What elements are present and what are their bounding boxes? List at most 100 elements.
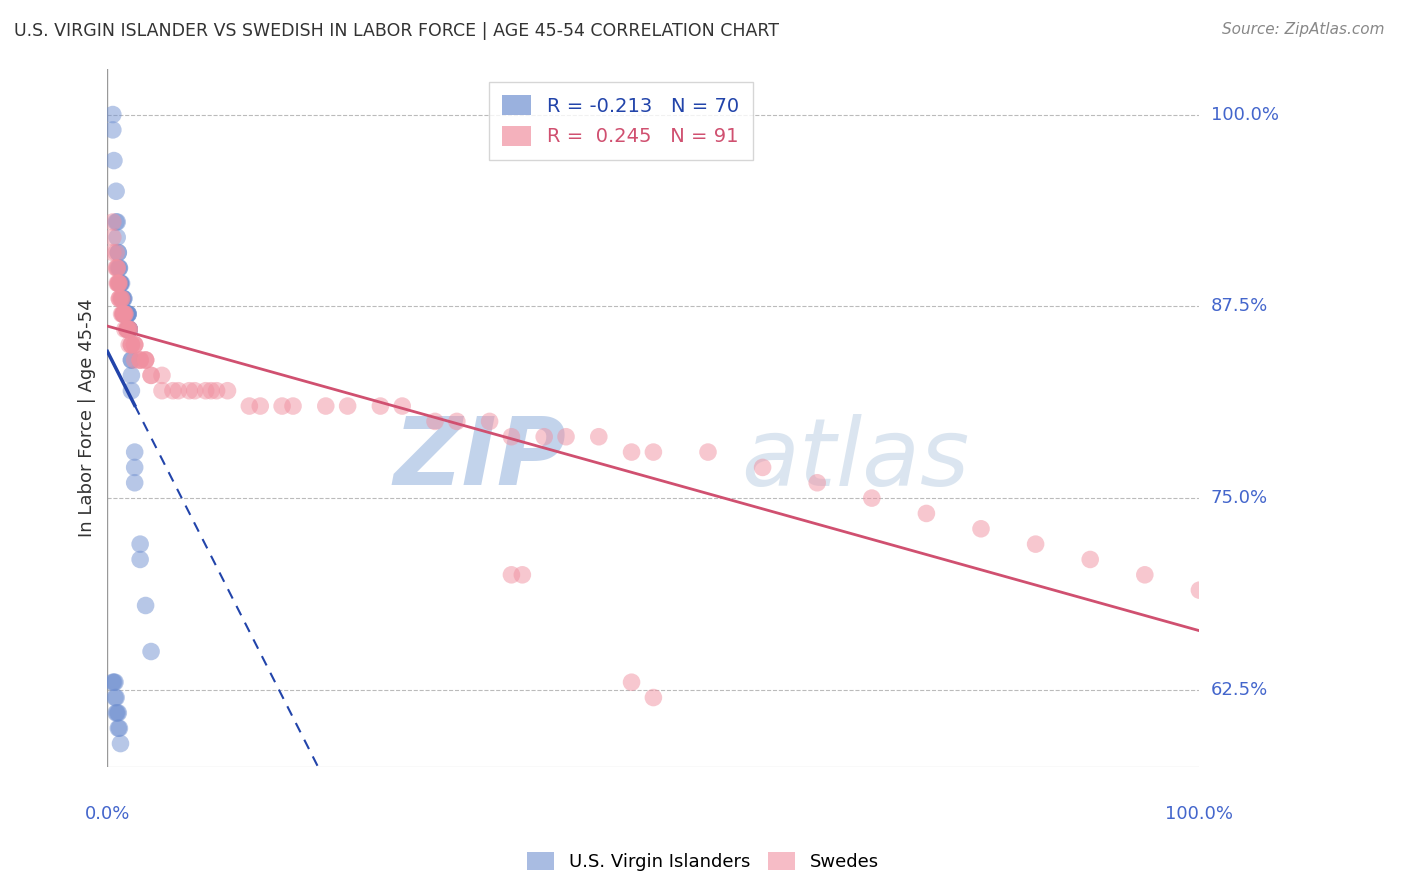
Point <box>281 399 304 413</box>
Point <box>129 552 152 566</box>
Point <box>120 337 142 351</box>
Point <box>135 353 157 368</box>
Point <box>120 353 142 368</box>
Point <box>115 307 138 321</box>
Point <box>120 337 142 351</box>
Point <box>115 322 138 336</box>
Point <box>205 384 228 398</box>
Point <box>915 507 938 521</box>
Point <box>115 322 138 336</box>
Point <box>129 537 152 551</box>
Point <box>118 322 141 336</box>
Point <box>110 277 132 291</box>
Point <box>112 307 135 321</box>
Point <box>115 307 138 321</box>
Text: atlas: atlas <box>741 414 969 505</box>
Point <box>124 475 146 490</box>
Point <box>423 414 446 428</box>
Point <box>139 368 162 383</box>
Point <box>107 277 129 291</box>
Point <box>105 260 128 275</box>
Point <box>124 337 146 351</box>
Point <box>110 307 132 321</box>
Point <box>108 260 131 275</box>
Text: Source: ZipAtlas.com: Source: ZipAtlas.com <box>1222 22 1385 37</box>
Point <box>391 399 413 413</box>
Point <box>112 307 135 321</box>
Point <box>512 567 534 582</box>
Point <box>117 307 139 321</box>
Point <box>970 522 993 536</box>
Point <box>101 123 124 137</box>
Point <box>108 721 131 735</box>
Point <box>107 706 129 720</box>
Point <box>115 307 138 321</box>
Point <box>112 292 135 306</box>
Point <box>115 307 138 321</box>
Text: 100.0%: 100.0% <box>1166 805 1233 823</box>
Point <box>111 307 134 321</box>
Point <box>217 384 239 398</box>
Point <box>194 384 217 398</box>
Point <box>115 307 138 321</box>
Point <box>104 690 127 705</box>
Point <box>104 675 127 690</box>
Text: 100.0%: 100.0% <box>1211 105 1278 124</box>
Point <box>620 675 643 690</box>
Point <box>120 337 142 351</box>
Point <box>101 675 124 690</box>
Point <box>370 399 392 413</box>
Point <box>336 399 359 413</box>
Point <box>120 384 142 398</box>
Point <box>501 430 523 444</box>
Point <box>643 690 665 705</box>
Point <box>105 260 128 275</box>
Point <box>108 292 131 306</box>
Point <box>101 107 124 121</box>
Point <box>124 337 146 351</box>
Point <box>588 430 610 444</box>
Point <box>105 184 128 198</box>
Point <box>1078 552 1101 566</box>
Point <box>643 445 665 459</box>
Point <box>501 567 523 582</box>
Point <box>478 414 501 428</box>
Point <box>110 277 132 291</box>
Point <box>108 260 131 275</box>
Point <box>446 414 468 428</box>
Point <box>150 384 173 398</box>
Point <box>105 230 128 244</box>
Point <box>118 322 141 336</box>
Text: 0.0%: 0.0% <box>84 805 131 823</box>
Point <box>101 230 124 244</box>
Point <box>806 475 828 490</box>
Point <box>139 368 162 383</box>
Point <box>105 706 128 720</box>
Point <box>124 460 146 475</box>
Point <box>315 399 337 413</box>
Point <box>118 322 141 336</box>
Point <box>117 307 139 321</box>
Point <box>114 307 136 321</box>
Point <box>150 368 173 383</box>
Text: U.S. VIRGIN ISLANDER VS SWEDISH IN LABOR FORCE | AGE 45-54 CORRELATION CHART: U.S. VIRGIN ISLANDER VS SWEDISH IN LABOR… <box>14 22 779 40</box>
Point <box>179 384 201 398</box>
Point <box>118 322 141 336</box>
Point <box>114 322 136 336</box>
Point <box>114 307 136 321</box>
Point <box>110 292 132 306</box>
Point <box>107 277 129 291</box>
Point <box>118 322 141 336</box>
Y-axis label: In Labor Force | Age 45-54: In Labor Force | Age 45-54 <box>79 298 96 537</box>
Point <box>184 384 207 398</box>
Point <box>108 277 131 291</box>
Point <box>135 599 157 613</box>
Point <box>115 322 138 336</box>
Point <box>129 353 152 368</box>
Point <box>860 491 883 505</box>
Point <box>751 460 773 475</box>
Point <box>120 353 142 368</box>
Point <box>108 277 131 291</box>
Point <box>118 322 141 336</box>
Point <box>115 322 138 336</box>
